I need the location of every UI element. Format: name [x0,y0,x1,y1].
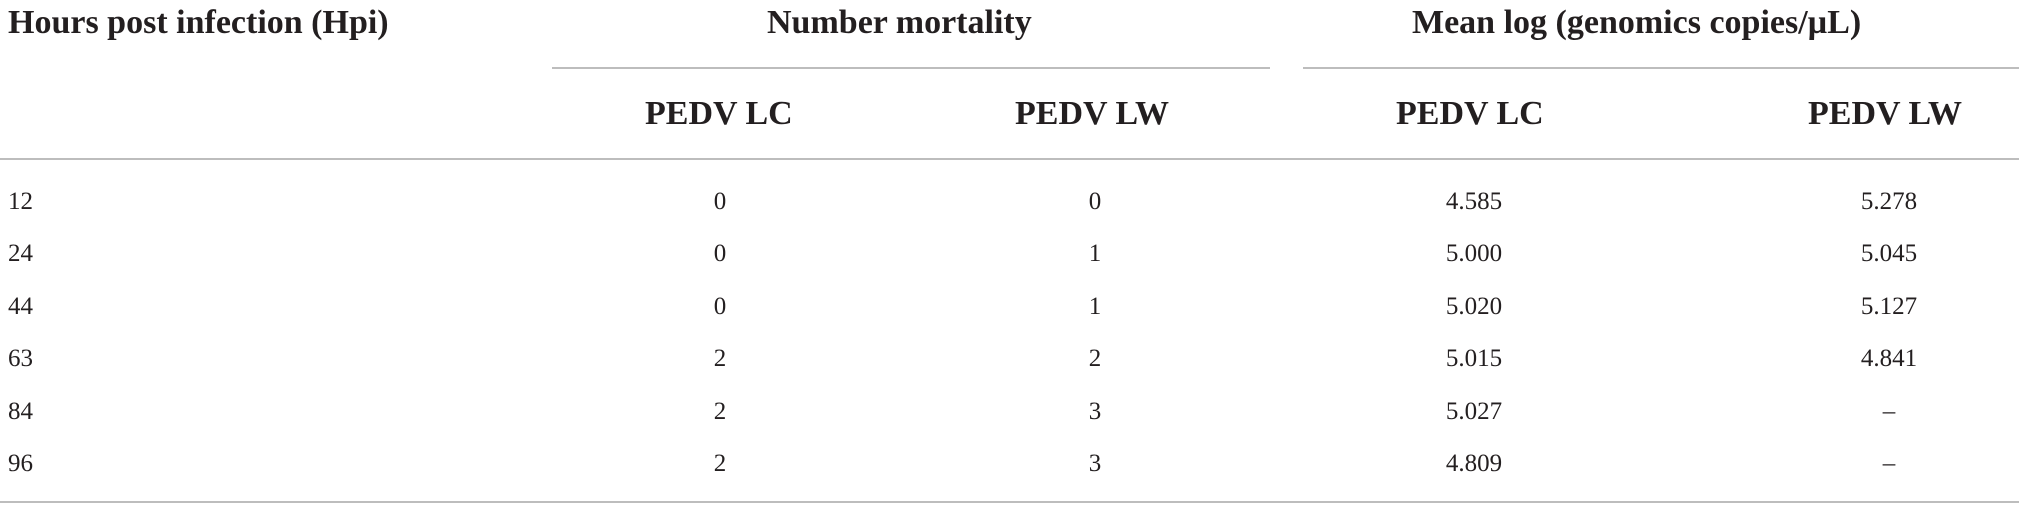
row-mean-log-lw: 4.841 [1860,345,1918,372]
row-mean-log-lc: 4.585 [1445,188,1503,215]
subheader-mean-log-pedv-lc: PEDV LC [1396,95,1544,132]
row-mortality-lw: 2 [1088,345,1102,372]
row-mortality-lw: 1 [1088,240,1102,267]
row-mortality-lw: 1 [1088,293,1102,320]
row-mean-log-lc: 4.809 [1445,450,1503,477]
row-mean-log-lc: 5.027 [1445,398,1503,425]
subheader-mean-log-pedv-lw: PEDV LW [1808,95,1962,132]
row-mean-log-lw: – [1882,398,1896,425]
subheader-mortality-pedv-lw: PEDV LW [1015,95,1169,132]
header-mean-log: Mean log (genomics copies/µL) [1412,4,1862,41]
row-mortality-lc: 0 [713,188,727,215]
row-mortality-lc: 2 [713,450,727,477]
row-mean-log-lw: 5.278 [1860,188,1918,215]
row-mean-log-lc: 5.020 [1445,293,1503,320]
row-hpi: 96 [8,450,33,477]
row-hpi: 84 [8,398,33,425]
row-hpi: 63 [8,345,33,372]
header-hours-post-infection: Hours post infection (Hpi) [8,4,389,41]
row-mortality-lc: 0 [713,293,727,320]
table-bottom-rule [0,501,2019,503]
row-mean-log-lc: 5.000 [1445,240,1503,267]
header-number-mortality: Number mortality [767,4,1032,41]
row-mortality-lw: 3 [1088,450,1102,477]
header-group-rule-mortality [552,67,1270,69]
row-mean-log-lw: – [1882,450,1896,477]
row-mean-log-lw: 5.127 [1860,293,1918,320]
header-group-rule-mean-log [1303,67,2019,69]
row-mortality-lc: 0 [713,240,727,267]
header-bottom-rule [0,158,2019,160]
row-mortality-lw: 3 [1088,398,1102,425]
row-mean-log-lc: 5.015 [1445,345,1503,372]
row-mean-log-lw: 5.045 [1860,240,1918,267]
subheader-mortality-pedv-lc: PEDV LC [645,95,793,132]
row-mortality-lw: 0 [1088,188,1102,215]
row-hpi: 24 [8,240,33,267]
row-hpi: 44 [8,293,33,320]
row-mortality-lc: 2 [713,345,727,372]
row-mortality-lc: 2 [713,398,727,425]
row-hpi: 12 [8,188,33,215]
